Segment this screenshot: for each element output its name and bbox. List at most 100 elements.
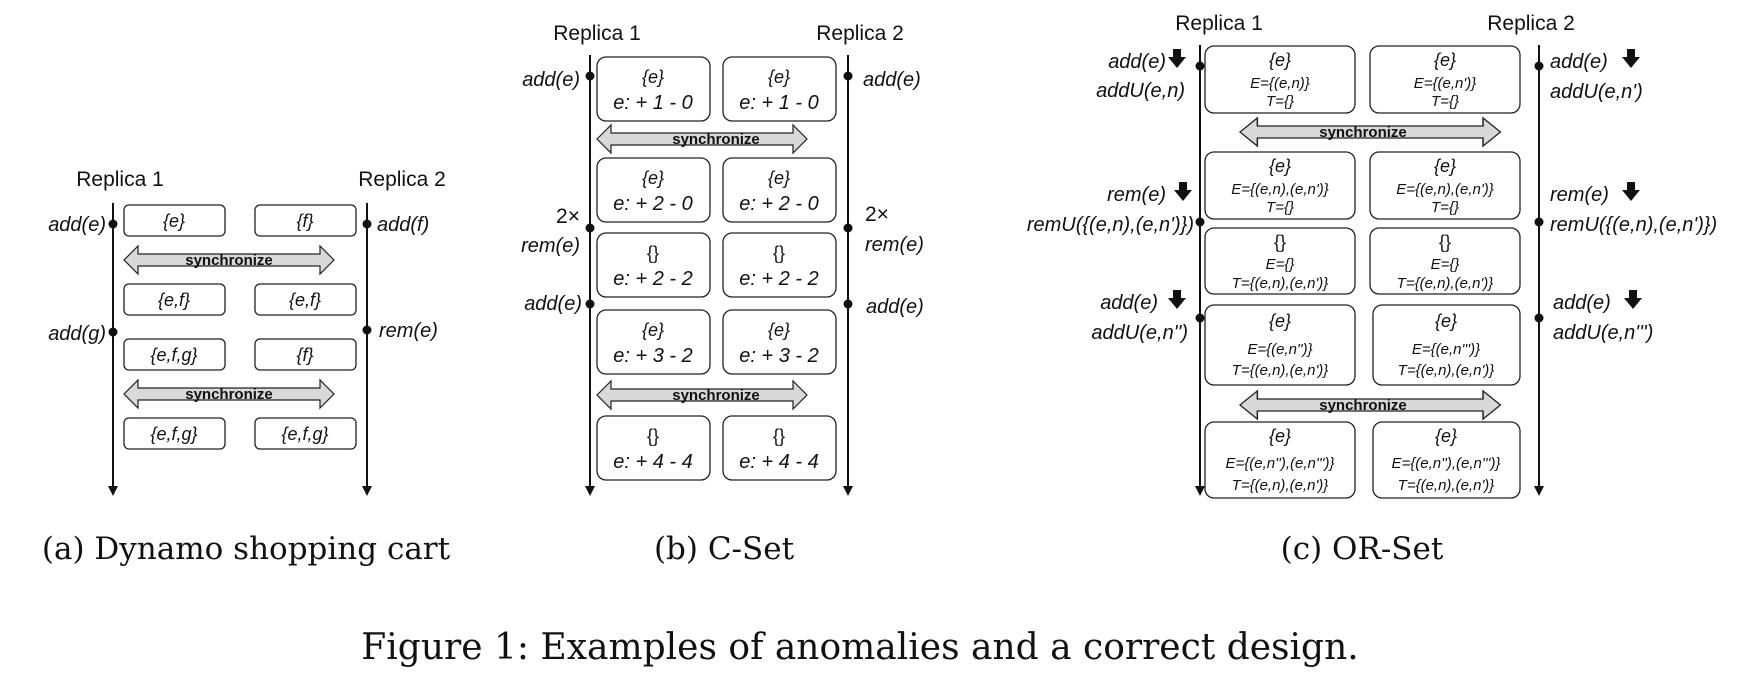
panel-b-op-left: rem(e)	[521, 235, 580, 257]
panel-a-state-box	[254, 417, 357, 450]
panel-a-replica2-label: Replica 2	[358, 168, 446, 191]
panel-b-state-box	[596, 232, 711, 298]
panel-c-event-dot	[1534, 61, 1544, 71]
panel-c-state-t: T={}	[1266, 199, 1294, 216]
panel-c-op-right: addU(e,n')	[1550, 81, 1643, 103]
panel-c-state-set: {e}	[1269, 311, 1291, 331]
panel-c-state-t: T={(e,n),(e,n')}	[1232, 275, 1329, 292]
panel-c-op-left: addU(e,n'')	[1091, 322, 1188, 344]
panel-b-state-set: {}	[647, 243, 659, 263]
panel-b-state-counter: e: + 1 - 0	[739, 92, 819, 114]
down-arrow-icon	[1168, 49, 1186, 68]
panel-c-op-left: remU({(e,n),(e,n')})	[1027, 214, 1194, 236]
panel-c-timeline-1-arrowhead	[1195, 486, 1205, 496]
panel-c-state-set: {e}	[1269, 50, 1291, 70]
panel-c-state-set: {e}	[1435, 426, 1457, 446]
panel-c-state-e: E={(e,n'')}	[1247, 341, 1312, 358]
panel-c-state-box	[1204, 421, 1356, 499]
panel-c-state-box	[1204, 304, 1356, 386]
panel-c: Replica 1 Replica 2 add(e) addU(e,n) rem…	[1027, 12, 1717, 567]
panel-c-state-t: T={}	[1431, 93, 1459, 110]
panel-a-op-right: add(f)	[377, 214, 429, 236]
panel-b-event-dot	[585, 299, 595, 309]
panel-c-state-set: {e}	[1434, 50, 1456, 70]
panel-b-event-dot	[585, 71, 595, 81]
panel-b-state-set: {e}	[768, 320, 790, 340]
panel-c-op-right: add(e)	[1553, 292, 1611, 314]
panel-a-state-box	[123, 283, 226, 316]
panel-b-state-set: {e}	[642, 67, 664, 87]
down-arrow-icon	[1624, 290, 1642, 309]
panel-b-op-left: add(e)	[522, 69, 580, 91]
panel-b-event-dot	[843, 299, 853, 309]
panel-c-event-dot	[1534, 217, 1544, 227]
panel-b-event-dot	[843, 71, 853, 81]
panel-c-state-box	[1204, 227, 1356, 295]
panel-c-row-1: {e} E={(e,n)} T={} {e} E={(e,n')} T={}	[1204, 45, 1521, 114]
panel-c-state-e: E={(e,n''')}	[1412, 341, 1480, 358]
panel-c-state-box	[1372, 421, 1521, 499]
panel-c-state-box	[1369, 45, 1521, 114]
panel-b-state-set: {e}	[642, 320, 664, 340]
panel-c-row-4: {e} E={(e,n'')} T={(e,n),(e,n')} {e} E={…	[1204, 304, 1521, 386]
panel-b-event-dot	[585, 223, 595, 233]
panel-b-state-counter: e: + 3 - 2	[613, 345, 693, 367]
panel-c-op-left: add(e)	[1108, 51, 1166, 73]
panel-a-caption: (a) Dynamo shopping cart	[42, 531, 451, 567]
panel-c-row-2: {e} E={(e,n),(e,n')} T={} {e} E={(e,n),(…	[1204, 151, 1521, 220]
panel-c-state-box	[1204, 45, 1356, 114]
panel-c-state-t: T={}	[1266, 93, 1294, 110]
panel-a-state-text: {e,f,g}	[150, 424, 197, 444]
panel-c-op-right: add(e)	[1550, 51, 1608, 73]
panel-c-state-set: {e}	[1269, 426, 1291, 446]
panel-a-timeline-2-arrowhead	[362, 486, 372, 496]
panel-c-state-box	[1204, 151, 1356, 220]
panel-c-state-e: E={(e,n')}	[1414, 75, 1477, 92]
panel-a-event-dot	[108, 327, 118, 337]
panel-b-state-counter: e: + 2 - 2	[613, 268, 693, 290]
panel-b-state-counter: e: + 3 - 2	[739, 345, 819, 367]
panel-c-event-dot	[1195, 217, 1205, 227]
panel-b-state-box	[596, 157, 711, 223]
panel-b-state-box	[722, 56, 837, 122]
panel-c-state-t: T={(e,n),(e,n')}	[1398, 477, 1495, 494]
panel-a: Replica 1 Replica 2 add(e) add(g) add(f)…	[42, 168, 451, 567]
figure-caption: Figure 1: Examples of anomalies and a co…	[361, 627, 1358, 668]
panel-b-op-right: 2×	[865, 203, 889, 226]
panel-c-op-right: remU({(e,n),(e,n')})	[1550, 214, 1717, 236]
down-arrow-icon	[1622, 182, 1640, 201]
panel-a-timeline-1-arrowhead	[108, 486, 118, 496]
down-arrow-icon	[1168, 290, 1186, 309]
panel-c-state-set: {e}	[1269, 156, 1291, 176]
panel-b-state-set: {}	[647, 426, 659, 446]
panel-b-state-counter: e: + 4 - 4	[739, 451, 819, 473]
panel-b-state-set: {}	[773, 426, 785, 446]
panel-a-replica1-label: Replica 1	[76, 168, 164, 191]
panel-a-state-box	[254, 204, 357, 237]
panel-a-event-dot	[362, 219, 372, 229]
panel-a-state-box	[123, 417, 226, 450]
panel-a-op-left: add(e)	[48, 214, 106, 236]
panel-b-op-left: 2×	[556, 205, 580, 228]
panel-c-state-box	[1372, 304, 1521, 386]
panel-c-state-set: {}	[1274, 232, 1286, 252]
panel-b-op-right: add(e)	[866, 296, 924, 318]
panel-b-timeline-2-arrowhead	[843, 486, 853, 496]
panel-c-timeline-2-arrowhead	[1534, 486, 1544, 496]
panel-c-state-t: T={}	[1431, 199, 1459, 216]
panel-c-replica1-label: Replica 1	[1175, 12, 1263, 35]
panel-c-op-left: rem(e)	[1107, 184, 1166, 206]
panel-b-state-set: {e}	[768, 67, 790, 87]
panel-b-op-right: add(e)	[863, 69, 921, 91]
panel-b-state-counter: e: + 2 - 0	[739, 193, 819, 215]
panel-b-op-right: rem(e)	[865, 234, 924, 256]
panel-c-state-e: E={(e,n''),(e,n''')}	[1226, 455, 1335, 472]
panel-b-state-set: {e}	[768, 168, 790, 188]
panel-a-event-dot	[362, 325, 372, 335]
down-arrow-icon	[1174, 182, 1192, 201]
panel-b-row-5: {} e: + 4 - 4 {} e: + 4 - 4	[596, 415, 837, 481]
panel-b-state-counter: e: + 2 - 0	[613, 193, 693, 215]
panel-c-event-dot	[1195, 313, 1205, 323]
panel-b-state-box	[722, 157, 837, 223]
